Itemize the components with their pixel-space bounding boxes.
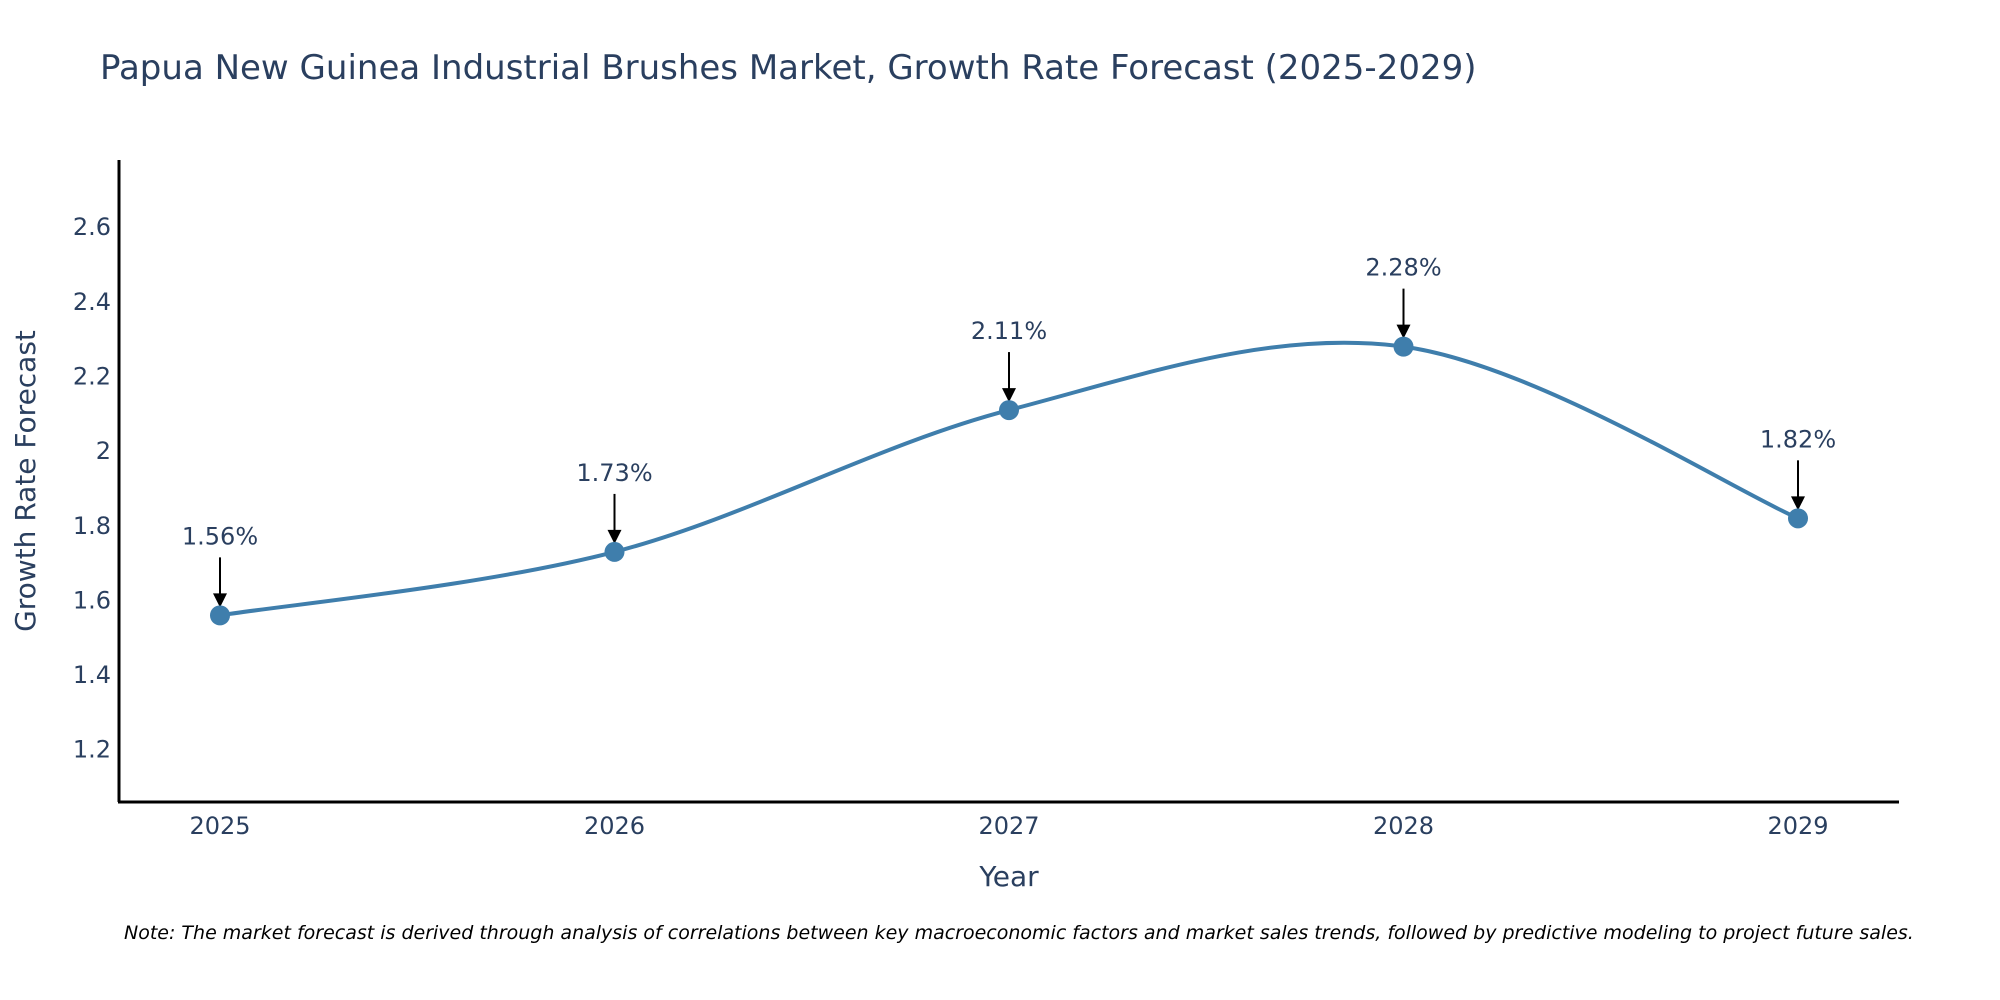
annotation-arrow-head [1396,324,1411,339]
x-axis-ticks: 2025 2026 2027 2028 2029 [189,812,1828,840]
data-point [1393,336,1414,357]
data-label: 1.73% [576,459,652,487]
y-tick-label: 1.4 [73,661,111,689]
annotation-arrow-head [607,529,622,544]
x-tick-label: 2027 [978,812,1039,840]
y-tick-label: 1.8 [73,512,111,540]
chart-title: Papua New Guinea Industrial Brushes Mark… [100,48,1477,88]
x-tick-label: 2028 [1373,812,1434,840]
data-point [999,400,1019,421]
y-tick-label: 2.2 [73,362,111,390]
y-axis-title: Growth Rate Forecast [9,330,42,632]
y-tick-label: 2.6 [73,213,111,241]
y-tick-label: 1.2 [73,736,111,764]
data-label: 1.82% [1760,425,1836,453]
x-tick-label: 2026 [584,812,645,840]
data-point [210,605,230,626]
y-axis-ticks: 1.2 1.4 1.6 1.8 2 2.2 2.4 2.6 [73,213,111,764]
data-annotations: 1.56% 1.73% 2.11% 2.28% 1.82% [182,254,1836,608]
y-tick-label: 2.4 [73,288,111,316]
footnote: Note: The market forecast is derived thr… [124,922,1914,944]
data-point [1788,508,1808,529]
x-tick-label: 2025 [189,812,250,840]
data-markers [210,336,1808,626]
data-label: 2.28% [1365,254,1441,282]
x-axis-title: Year [978,860,1039,893]
annotation-arrow-head [1791,496,1805,511]
annotation-arrow-head [213,593,227,608]
y-tick-label: 2 [96,437,111,465]
x-tick-label: 2029 [1767,812,1828,840]
data-point [604,541,625,562]
data-label: 2.11% [971,317,1047,345]
annotation-arrow-head [1002,388,1016,403]
y-tick-label: 1.6 [73,586,111,614]
data-label: 1.56% [182,522,258,550]
